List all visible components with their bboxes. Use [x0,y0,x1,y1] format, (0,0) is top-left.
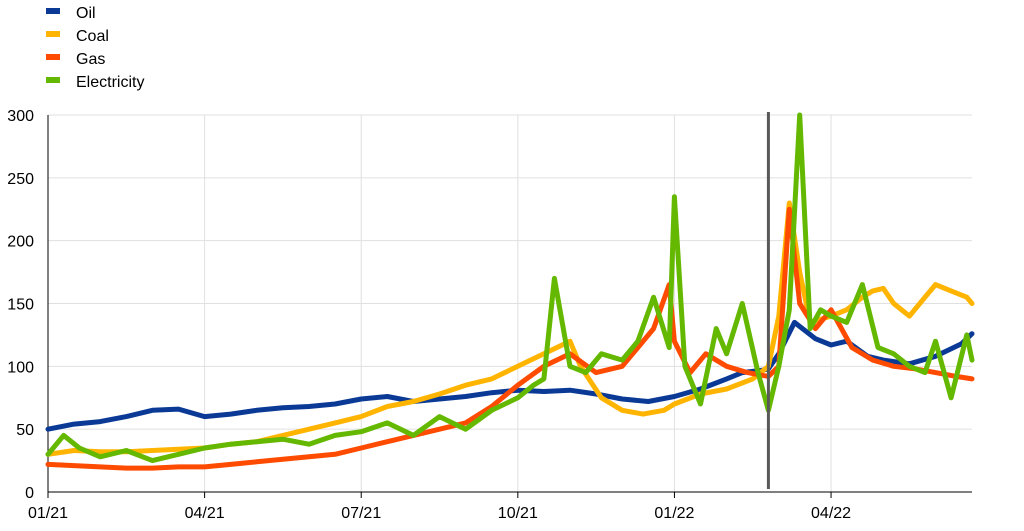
series-lines [45,112,975,471]
legend-swatch-oil [46,8,60,14]
x-tick-label: 04/21 [185,505,225,522]
x-tick-label: 04/22 [811,505,851,522]
y-tick-label: 300 [7,108,34,125]
y-tick-label: 0 [25,485,34,502]
legend-label-oil: Oil [76,5,96,22]
y-tick-label: 150 [7,297,34,314]
legend-swatch-gas [46,54,60,60]
legend-item-oil: Oil [46,5,96,22]
legend-label-gas: Gas [76,51,105,68]
series-line-electricity [45,112,975,464]
y-tick-label: 100 [7,359,34,376]
y-tick-label: 50 [16,422,34,439]
legend-item-coal: Coal [46,28,109,45]
legend-swatch-electricity [46,77,60,83]
x-tick-label: 10/21 [498,505,538,522]
legend: Oil Coal Gas Electricity [46,5,144,91]
legend-label-electricity: Electricity [76,74,144,91]
axes: 0 50 100 150 200 250 300 01/21 04/21 07/21 10/21 01… [7,108,972,522]
x-tick-label: 01/22 [654,505,694,522]
legend-item-electricity: Electricity [46,74,144,91]
y-tick-label: 200 [7,234,34,251]
legend-label-coal: Coal [76,28,109,45]
legend-item-gas: Gas [46,51,105,68]
legend-swatch-coal [46,31,60,37]
y-tick-label: 250 [7,171,34,188]
x-tick-label: 07/21 [341,505,381,522]
grid [48,114,972,492]
series-line-oil [45,319,975,432]
x-tick-label: 01/21 [28,505,68,522]
